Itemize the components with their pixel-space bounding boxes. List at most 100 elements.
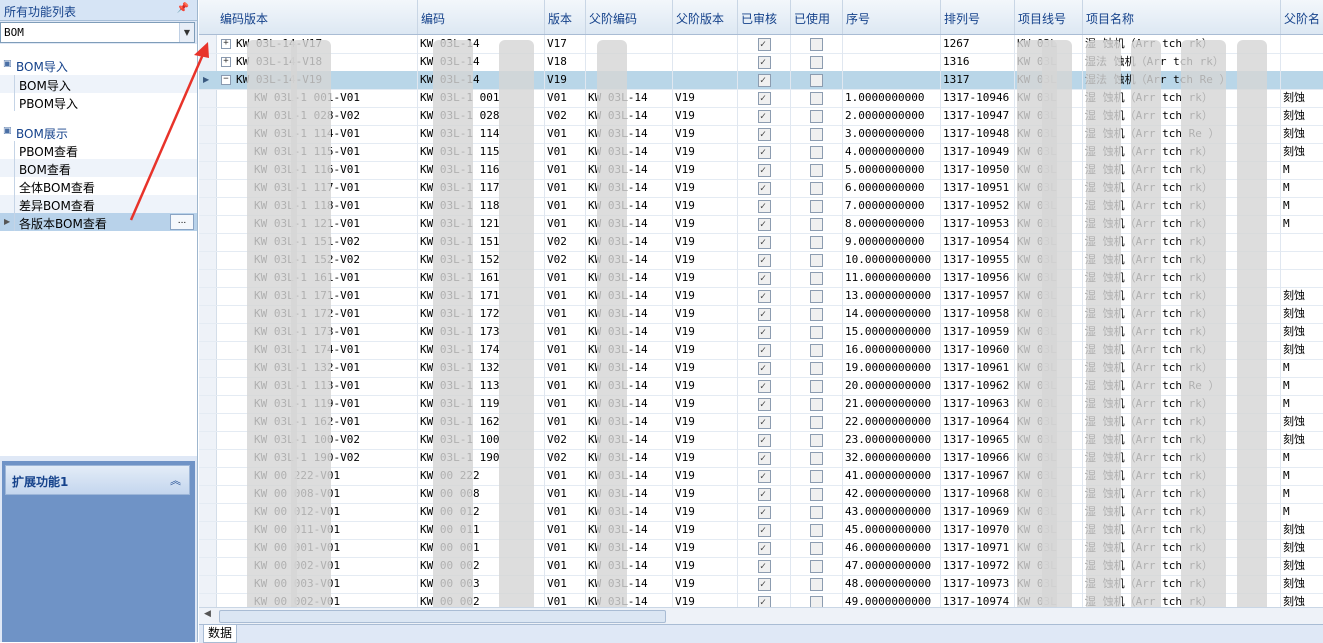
expand-icon[interactable]: + (221, 57, 231, 67)
used-checkbox[interactable] (810, 38, 823, 51)
column-header[interactable]: 父阶名 (1280, 0, 1323, 34)
column-header[interactable]: 父阶版本 (672, 0, 738, 34)
audited-checkbox[interactable] (758, 144, 771, 161)
used-checkbox[interactable] (810, 200, 823, 213)
pin-icon[interactable]: 📌 (176, 3, 189, 14)
used-checkbox[interactable] (810, 470, 823, 483)
expand-icon[interactable]: + (221, 39, 231, 49)
audited-checkbox[interactable] (758, 306, 771, 323)
collapse-icon[interactable]: − (221, 75, 231, 85)
used-checkbox[interactable] (810, 236, 823, 249)
used-checkbox[interactable] (810, 542, 823, 555)
audited-checkbox[interactable] (758, 324, 771, 341)
used-checkbox[interactable] (810, 506, 823, 519)
audited-checkbox[interactable] (758, 54, 771, 71)
audited-checkbox[interactable] (758, 126, 771, 143)
used-checkbox[interactable] (810, 146, 823, 159)
audited-checkbox[interactable] (758, 108, 771, 125)
used-checkbox[interactable] (810, 524, 823, 537)
horizontal-scrollbar[interactable]: ◀ (199, 607, 1323, 625)
column-header[interactable]: 编码 (417, 0, 545, 34)
column-header[interactable]: 已使用 (790, 0, 843, 34)
used-checkbox[interactable] (810, 128, 823, 141)
module-combo[interactable]: BOM ▼ (0, 22, 195, 43)
column-header[interactable]: 排列号 (940, 0, 1015, 34)
audited-checkbox[interactable] (758, 450, 771, 467)
used-checkbox[interactable] (810, 560, 823, 573)
used-checkbox[interactable] (810, 218, 823, 231)
audited-checkbox[interactable] (758, 270, 771, 287)
column-header[interactable]: 版本 (544, 0, 586, 34)
nav-item[interactable]: 差异BOM查看 (0, 195, 197, 213)
used-checkbox[interactable] (810, 380, 823, 393)
audited-checkbox[interactable] (758, 486, 771, 503)
audited-checkbox[interactable] (758, 180, 771, 197)
nav-item[interactable]: PBOM查看 (0, 141, 197, 159)
more-options-button[interactable]: ... (170, 214, 194, 230)
used-checkbox[interactable] (810, 164, 823, 177)
cell-aud (737, 557, 791, 575)
used-checkbox[interactable] (810, 110, 823, 123)
data-tab[interactable]: 数据 (203, 625, 238, 643)
audited-checkbox[interactable] (758, 90, 771, 107)
audited-checkbox[interactable] (758, 288, 771, 305)
collapse-group-icon[interactable]: ▣ (3, 59, 12, 69)
used-checkbox[interactable] (810, 398, 823, 411)
audited-checkbox[interactable] (758, 234, 771, 251)
scroll-thumb[interactable] (219, 610, 666, 623)
used-checkbox[interactable] (810, 362, 823, 375)
column-header[interactable]: 编码版本 (216, 0, 418, 34)
audited-checkbox[interactable] (758, 396, 771, 413)
used-checkbox[interactable] (810, 74, 823, 87)
audited-checkbox[interactable] (758, 162, 771, 179)
collapse-icon[interactable]: ︽ (170, 474, 181, 487)
collapse-group-icon[interactable]: ▣ (3, 126, 12, 136)
used-checkbox[interactable] (810, 452, 823, 465)
nav-item[interactable]: BOM导入 (0, 75, 197, 93)
chevron-down-icon[interactable]: ▼ (179, 23, 194, 42)
column-header[interactable]: 项目线号 (1014, 0, 1083, 34)
column-header[interactable]: 项目名称 (1082, 0, 1281, 34)
cell-aud (737, 377, 791, 395)
nav-item[interactable]: ▶ 各版本BOM查看... (0, 213, 197, 231)
column-header[interactable]: 已审核 (737, 0, 791, 34)
nav-group-1[interactable]: ▣ BOM展示 (0, 123, 197, 141)
used-checkbox[interactable] (810, 488, 823, 501)
audited-checkbox[interactable] (758, 504, 771, 521)
audited-checkbox[interactable] (758, 378, 771, 395)
audited-checkbox[interactable] (758, 198, 771, 215)
used-checkbox[interactable] (810, 344, 823, 357)
audited-checkbox[interactable] (758, 576, 771, 593)
scroll-left-icon[interactable]: ◀ (204, 609, 211, 619)
nav-item[interactable]: BOM查看 (0, 159, 197, 177)
nav-group-0[interactable]: ▣ BOM导入 (0, 56, 197, 74)
audited-checkbox[interactable] (758, 432, 771, 449)
used-checkbox[interactable] (810, 254, 823, 267)
used-checkbox[interactable] (810, 434, 823, 447)
audited-checkbox[interactable] (758, 342, 771, 359)
audited-checkbox[interactable] (758, 36, 771, 53)
used-checkbox[interactable] (810, 308, 823, 321)
column-header[interactable]: 父阶编码 (585, 0, 673, 34)
used-checkbox[interactable] (810, 272, 823, 285)
used-checkbox[interactable] (810, 578, 823, 591)
column-header[interactable]: 序号 (842, 0, 941, 34)
audited-checkbox[interactable] (758, 522, 771, 539)
audited-checkbox[interactable] (758, 72, 771, 89)
audited-checkbox[interactable] (758, 252, 771, 269)
used-checkbox[interactable] (810, 326, 823, 339)
used-checkbox[interactable] (810, 290, 823, 303)
used-checkbox[interactable] (810, 92, 823, 105)
audited-checkbox[interactable] (758, 558, 771, 575)
used-checkbox[interactable] (810, 56, 823, 69)
audited-checkbox[interactable] (758, 216, 771, 233)
audited-checkbox[interactable] (758, 540, 771, 557)
nav-item[interactable]: 全体BOM查看 (0, 177, 197, 195)
audited-checkbox[interactable] (758, 414, 771, 431)
used-checkbox[interactable] (810, 416, 823, 429)
extension-header[interactable]: 扩展功能1 ︽ (5, 465, 190, 495)
used-checkbox[interactable] (810, 182, 823, 195)
nav-item[interactable]: PBOM导入 (0, 93, 197, 111)
audited-checkbox[interactable] (758, 468, 771, 485)
audited-checkbox[interactable] (758, 360, 771, 377)
